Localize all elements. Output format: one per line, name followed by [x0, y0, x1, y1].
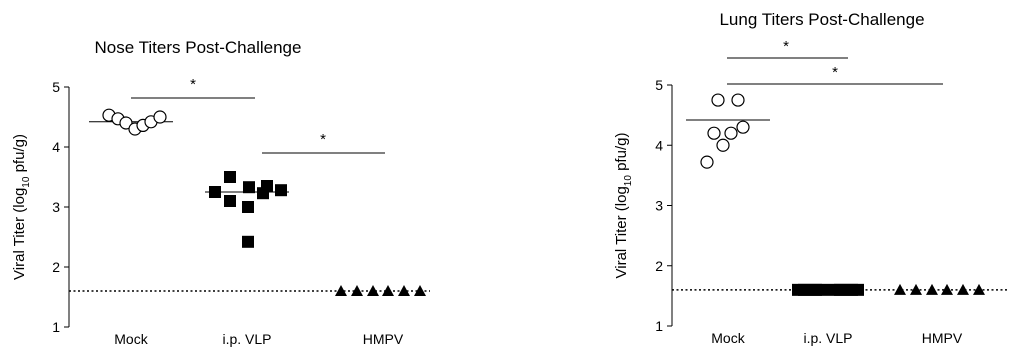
- filled-triangle-point: [910, 283, 922, 295]
- significance-star: *: [832, 64, 838, 81]
- filled-triangle-point: [382, 285, 394, 296]
- filled-triangle-point: [414, 285, 426, 296]
- y-tick-label: 2: [655, 258, 663, 274]
- open-circle-point: [716, 138, 730, 152]
- filled-triangle-point: [398, 285, 410, 296]
- filled-triangle-point: [973, 283, 985, 295]
- y-tick-label: 2: [52, 259, 60, 275]
- x-category-label: HMPV: [363, 331, 404, 347]
- filled-square-point: [242, 235, 254, 248]
- filled-triangle-point: [941, 283, 953, 295]
- filled-square-point: [224, 195, 236, 207]
- filled-square-point: [224, 171, 236, 183]
- y-axis-label-text: Viral Titer (log: [613, 186, 630, 278]
- filled-triangle-point: [351, 285, 363, 296]
- significance-star: *: [783, 38, 789, 55]
- open-circle-point: [700, 155, 714, 169]
- filled-triangle-point: [367, 285, 379, 296]
- significance-star: *: [320, 131, 326, 148]
- y-axis-label: Viral Titer (log10 pfu/g): [11, 134, 32, 280]
- filled-triangle-point: [894, 283, 906, 295]
- filled-triangle-point: [335, 285, 347, 296]
- open-circle-point: [711, 93, 725, 107]
- open-circle-point: [707, 126, 721, 140]
- y-axis-label: Viral Titer (log10 pfu/g): [613, 133, 634, 279]
- y-axis-label-text: Viral Titer (log: [11, 188, 28, 280]
- filled-square-point: [275, 184, 287, 197]
- open-circle-point: [119, 116, 133, 130]
- x-category-label: i.p. VLP: [803, 330, 852, 346]
- x-category-label: i.p. VLP: [222, 331, 271, 347]
- y-tick-label: 3: [52, 199, 60, 215]
- open-circle-point: [724, 126, 738, 140]
- open-circle-point: [153, 110, 167, 124]
- lung-titers-panel: Lung Titers Post-Challenge 1 2 3 4 5 Viral Tit…: [613, 10, 1007, 346]
- filled-square-point: [242, 201, 254, 213]
- open-circle-point: [736, 120, 750, 134]
- x-category-label: Mock: [711, 330, 745, 346]
- open-circle-point: [731, 93, 745, 107]
- y-tick-label: 4: [655, 137, 663, 153]
- y-tick-label: 5: [655, 77, 663, 93]
- y-axis-label-unit: pfu/g): [613, 133, 630, 176]
- y-axis-label-subscript: 10: [21, 176, 32, 188]
- y-axis-label-unit: pfu/g): [11, 134, 28, 177]
- nose-titers-panel: Nose Titers Post-Challenge 1 2 3 4 5 Viral Tit…: [11, 38, 430, 347]
- y-tick-label: 5: [52, 79, 60, 95]
- filled-square-point: [209, 186, 221, 198]
- filled-square-point: [261, 180, 273, 192]
- y-tick-label: 1: [655, 318, 663, 334]
- x-category-label: HMPV: [922, 330, 963, 346]
- filled-square-point: [243, 181, 255, 194]
- y-tick-label: 1: [52, 319, 60, 335]
- filled-square-point: [852, 283, 864, 296]
- chart-title: Lung Titers Post-Challenge: [719, 10, 924, 29]
- x-category-label: Mock: [114, 331, 148, 347]
- filled-square-point: [816, 283, 828, 296]
- filled-triangle-point: [957, 283, 969, 295]
- y-axis-label-subscript: 10: [623, 175, 634, 187]
- y-tick-label: 4: [52, 139, 60, 155]
- chart-title: Nose Titers Post-Challenge: [95, 38, 302, 57]
- filled-triangle-point: [926, 283, 938, 295]
- y-tick-label: 3: [655, 198, 663, 214]
- significance-star: *: [190, 76, 196, 93]
